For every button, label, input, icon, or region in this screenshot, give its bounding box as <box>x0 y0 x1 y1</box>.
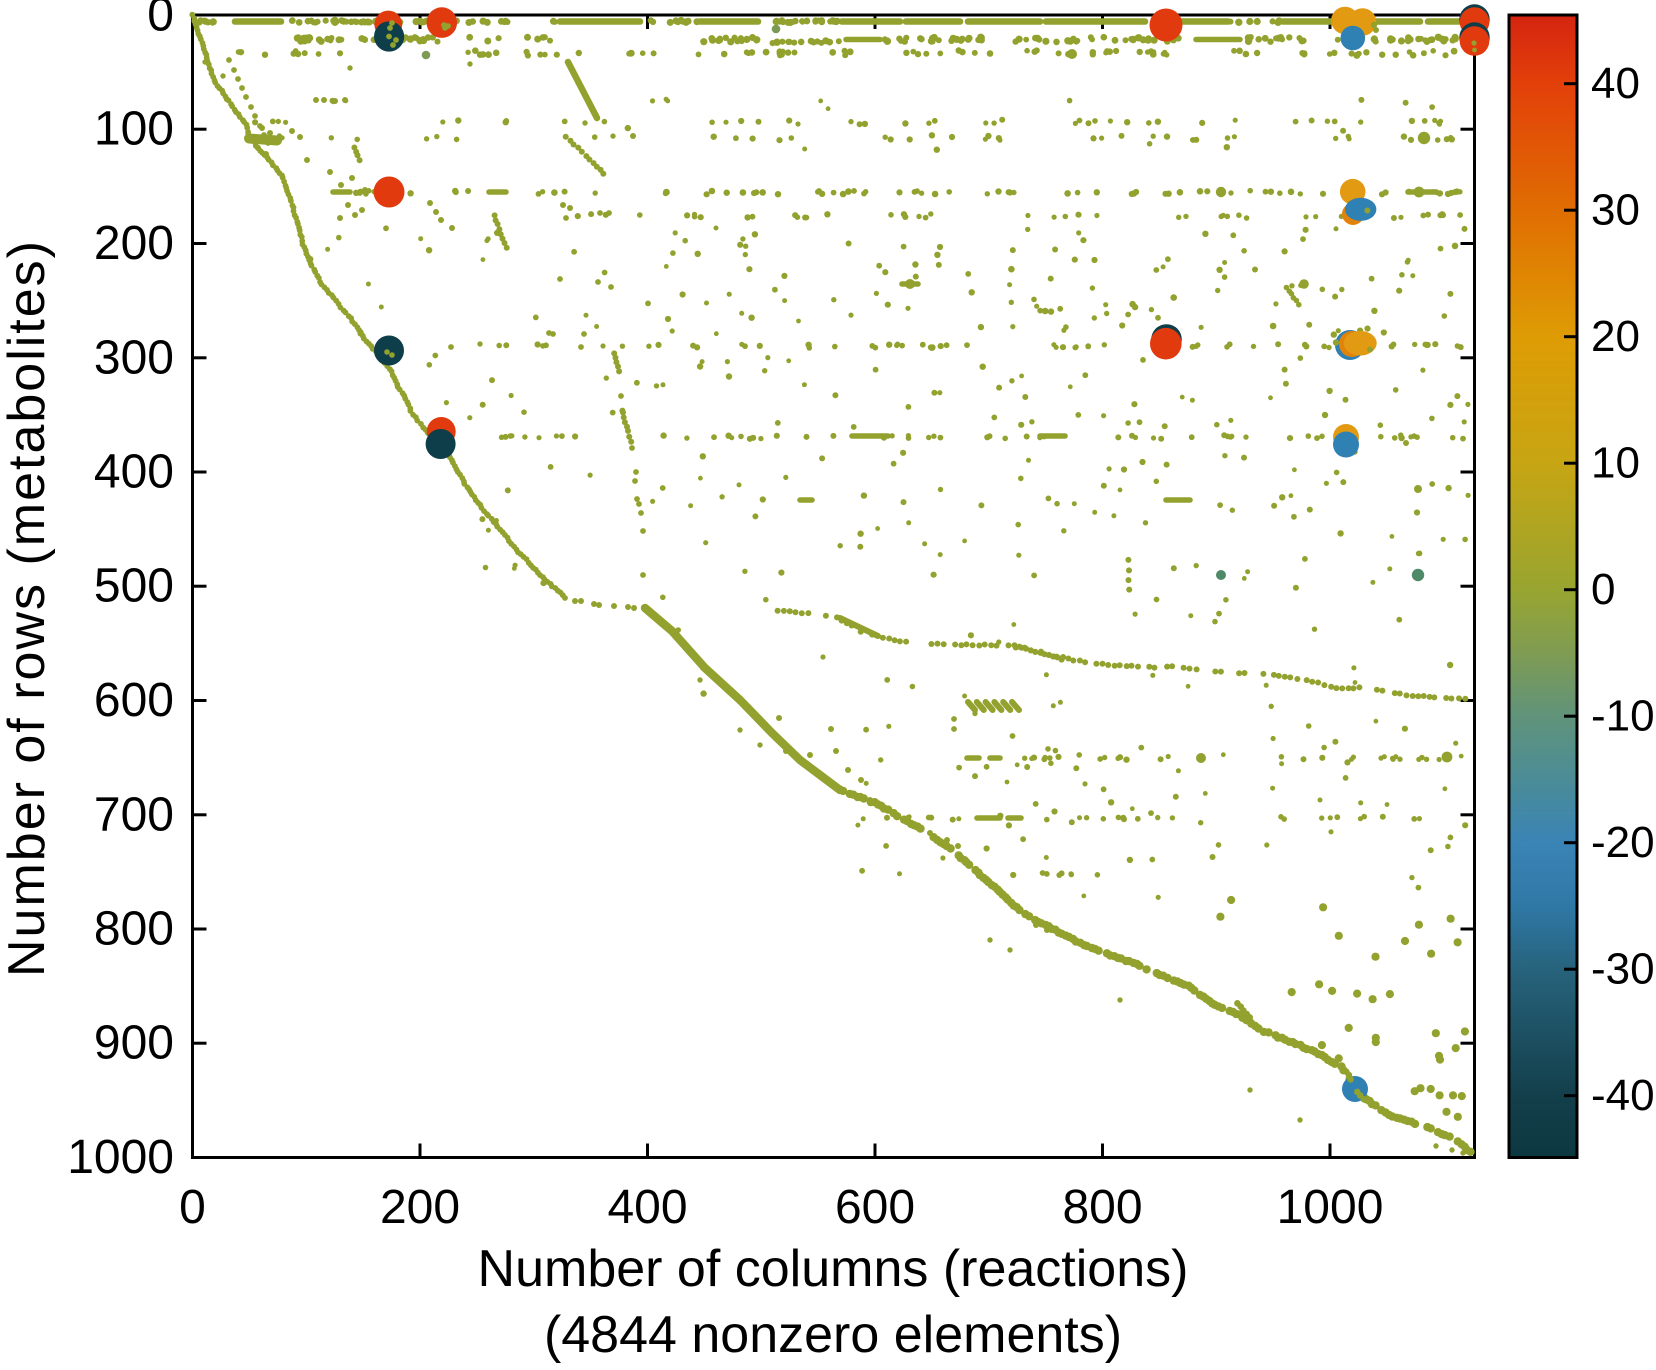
svg-text:0: 0 <box>1591 565 1615 614</box>
svg-text:500: 500 <box>94 560 174 613</box>
svg-text:10: 10 <box>1591 439 1640 488</box>
svg-text:-20: -20 <box>1591 818 1655 867</box>
svg-text:600: 600 <box>94 674 174 727</box>
svg-text:Number of rows (metabolites): Number of rows (metabolites) <box>0 239 56 977</box>
svg-text:40: 40 <box>1591 59 1640 108</box>
svg-text:-10: -10 <box>1591 692 1655 741</box>
svg-text:600: 600 <box>835 1181 915 1234</box>
svg-text:0: 0 <box>179 1181 206 1234</box>
svg-text:(4844 nonzero elements): (4844 nonzero elements) <box>544 1306 1122 1364</box>
svg-text:20: 20 <box>1591 312 1640 361</box>
svg-text:30: 30 <box>1591 186 1640 235</box>
svg-text:900: 900 <box>94 1017 174 1070</box>
svg-text:400: 400 <box>607 1181 687 1234</box>
svg-text:400: 400 <box>94 446 174 499</box>
svg-text:Number of columns (reactions): Number of columns (reactions) <box>478 1240 1189 1298</box>
svg-text:700: 700 <box>94 788 174 841</box>
svg-text:200: 200 <box>380 1181 460 1234</box>
svg-text:100: 100 <box>94 103 174 156</box>
svg-text:1000: 1000 <box>1277 1181 1384 1234</box>
svg-text:-40: -40 <box>1591 1071 1655 1120</box>
svg-text:200: 200 <box>94 217 174 270</box>
svg-text:800: 800 <box>94 903 174 956</box>
svg-text:-30: -30 <box>1591 945 1655 994</box>
svg-text:800: 800 <box>1062 1181 1142 1234</box>
svg-text:1000: 1000 <box>67 1131 174 1184</box>
svg-text:0: 0 <box>147 0 174 42</box>
svg-text:300: 300 <box>94 331 174 384</box>
